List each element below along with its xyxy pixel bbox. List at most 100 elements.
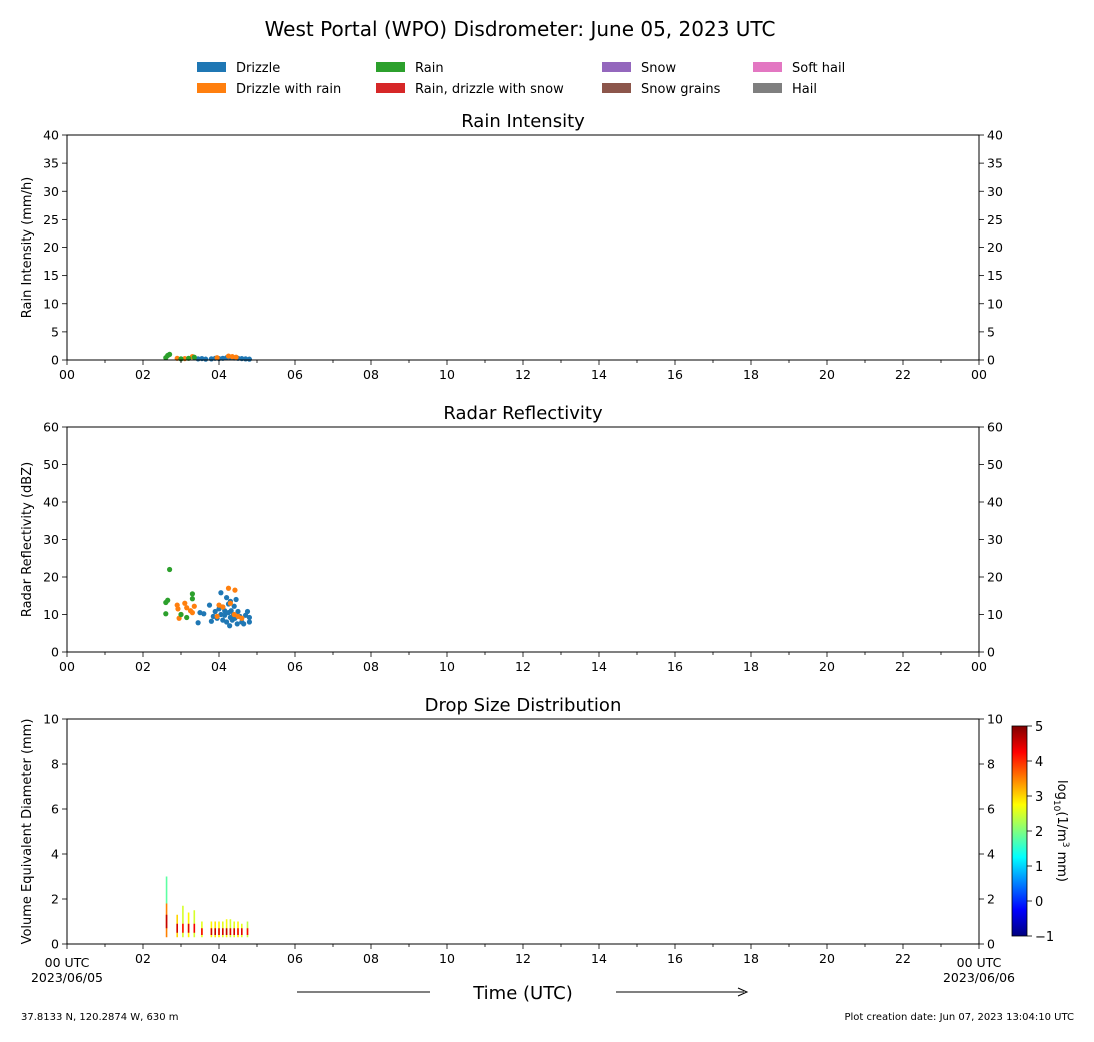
x-tick-label: 10 xyxy=(439,367,455,382)
y-tick-label-right: 10 xyxy=(987,296,1003,311)
data-point xyxy=(225,585,232,591)
y-tick-label: 6 xyxy=(51,802,59,817)
panel-title: Drop Size Distribution xyxy=(425,695,622,716)
y-tick-label-right: 25 xyxy=(987,212,1003,227)
x-tick-label: 08 xyxy=(363,659,379,674)
data-point xyxy=(220,604,226,610)
data-point xyxy=(234,621,240,627)
data-point xyxy=(235,608,241,615)
dsd-cell xyxy=(182,923,184,933)
y-tick-label-right: 10 xyxy=(987,712,1003,727)
y-tick-label-right: 40 xyxy=(987,128,1003,143)
y-tick-label: 25 xyxy=(43,212,59,227)
x-tick-label: 08 xyxy=(363,367,379,382)
y-tick-label: 2 xyxy=(51,892,59,907)
colorbar-tick-label: 1 xyxy=(1035,860,1043,875)
y-tick-label: 5 xyxy=(51,324,59,339)
y-tick-label-right: 40 xyxy=(987,495,1003,510)
data-point xyxy=(218,590,224,596)
dsd-cell xyxy=(214,928,216,935)
data-point xyxy=(233,354,239,360)
y-axis-label: Rain Intensity (mm/h) xyxy=(20,177,35,319)
y-tick-label: 0 xyxy=(51,937,59,952)
y-tick-label-right: 8 xyxy=(987,757,995,772)
legend-swatch xyxy=(376,62,405,72)
x-axis-title: Time (UTC) xyxy=(472,983,573,1004)
legend-swatch xyxy=(602,83,631,93)
x-tick-label: 16 xyxy=(667,659,683,674)
data-point xyxy=(229,354,235,360)
legend-label: Soft hail xyxy=(792,61,845,76)
x-tick-label: 22 xyxy=(895,659,911,674)
y-tick-label-right: 5 xyxy=(987,324,995,339)
colorbar-label: log10(1/m3 mm) xyxy=(1051,780,1070,882)
data-point xyxy=(232,587,238,593)
dsd-cell xyxy=(225,928,228,935)
figure-title: West Portal (WPO) Disdrometer: June 05, … xyxy=(265,17,776,41)
data-point xyxy=(227,623,233,629)
x-tick-label: 20 xyxy=(819,951,835,966)
legend-swatch xyxy=(602,62,631,72)
start-time-label: 00 UTC xyxy=(45,955,90,970)
colorbar-tick-label: 5 xyxy=(1035,720,1043,735)
data-point xyxy=(178,611,184,618)
legend-swatch xyxy=(197,62,226,72)
data-point xyxy=(184,605,190,611)
x-tick-label: 18 xyxy=(743,659,759,674)
legend-label: Snow xyxy=(641,61,676,76)
x-tick-label: 00 xyxy=(971,367,987,382)
data-point xyxy=(246,356,252,362)
dsd-cell xyxy=(222,928,224,935)
end-date-label: 2023/06/06 xyxy=(943,970,1015,985)
x-tick-label: 22 xyxy=(895,367,911,382)
x-tick-label: 16 xyxy=(667,951,683,966)
y-tick-label: 35 xyxy=(43,156,59,171)
x-tick-label: 02 xyxy=(135,367,151,382)
data-point xyxy=(195,620,201,626)
y-tick-label: 30 xyxy=(43,532,59,547)
data-point xyxy=(203,356,209,362)
data-point xyxy=(228,608,234,614)
y-tick-label: 0 xyxy=(51,353,59,368)
data-point xyxy=(184,614,190,621)
dsd-cell xyxy=(237,928,239,935)
y-tick-label-right: 6 xyxy=(987,802,995,817)
legend-label: Drizzle with rain xyxy=(236,82,341,97)
y-tick-label-right: 20 xyxy=(987,240,1003,255)
legend-swatch xyxy=(197,83,226,93)
x-tick-label: 12 xyxy=(515,951,531,966)
panel-title: Rain Intensity xyxy=(461,111,585,132)
creation-date-text: Plot creation date: Jun 07, 2023 13:04:1… xyxy=(844,1012,1074,1023)
x-tick-label: 02 xyxy=(135,951,151,966)
y-tick-label-right: 10 xyxy=(987,607,1003,622)
data-point xyxy=(224,595,230,601)
y-axis-label: Radar Reflectivity (dBZ) xyxy=(20,462,35,617)
y-tick-label: 60 xyxy=(43,420,59,435)
x-tick-label: 08 xyxy=(363,951,379,966)
data-point xyxy=(206,602,213,608)
data-point xyxy=(222,612,228,618)
legend-label: Hail xyxy=(792,82,817,97)
data-point xyxy=(175,606,181,612)
legend-label: Rain xyxy=(415,61,444,76)
data-point xyxy=(167,566,173,573)
dsd-cell xyxy=(218,928,220,935)
data-point xyxy=(191,603,197,609)
data-point xyxy=(214,613,220,619)
x-tick-label: 04 xyxy=(211,367,227,382)
y-tick-label-right: 60 xyxy=(987,420,1003,435)
data-point xyxy=(189,610,195,616)
y-tick-label-right: 30 xyxy=(987,532,1003,547)
plot-frame xyxy=(66,426,980,653)
colorbar-tick-label: 0 xyxy=(1035,895,1043,910)
x-tick-label: 04 xyxy=(211,659,227,674)
data-point xyxy=(231,603,237,609)
y-tick-label: 20 xyxy=(43,570,59,585)
colorbar-tick-label: 3 xyxy=(1035,790,1043,805)
x-tick-label: 10 xyxy=(439,659,455,674)
y-tick-label-right: 0 xyxy=(987,645,995,660)
time-arrow-head xyxy=(737,987,749,997)
